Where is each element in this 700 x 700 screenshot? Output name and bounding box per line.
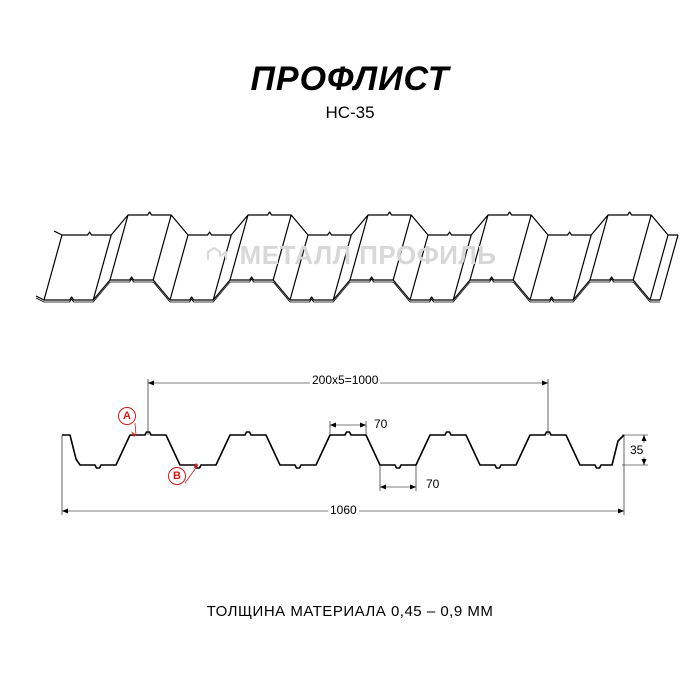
dim-top-span: 200x5=1000 [310,373,380,387]
page-title: ПРОФЛИСТ [0,60,700,99]
label-b-badge: B [168,467,186,485]
header: ПРОФЛИСТ НС-35 [0,0,700,123]
dim-top-flat: 70 [372,417,389,431]
page-subtitle: НС-35 [0,103,700,123]
perspective-svg [0,180,700,340]
footer-thickness: ТОЛЩИНА МАТЕРИАЛА 0,45 – 0,9 ММ [0,603,700,620]
label-a-badge: A [118,407,136,425]
label-b-text: B [173,470,181,482]
cross-section-svg [0,365,700,545]
dim-bottom-span: 1060 [328,503,359,517]
diagram-container: ПРОФЛИСТ НС-35 МЕТАЛЛ ПРОФИЛЬ A B 200x5=… [0,0,700,700]
dim-bottom-flat: 70 [424,477,441,491]
perspective-view [0,180,700,340]
cross-section-view: A B 200x5=1000 1060 70 70 35 [0,365,700,545]
label-a-text: A [123,410,131,422]
dim-height: 35 [628,443,645,457]
